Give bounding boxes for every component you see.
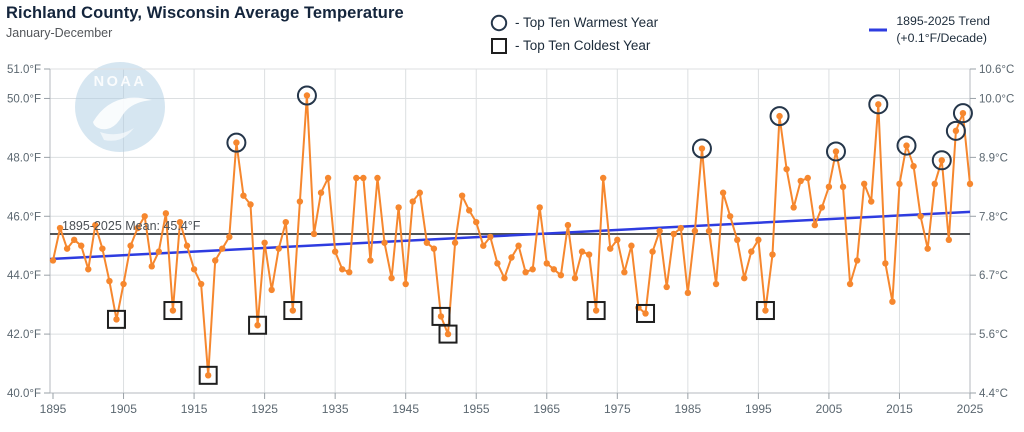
trend-legend: 1895-2025 Trend (+0.1°F/Decade) [868,13,990,47]
svg-text:46.0°F: 46.0°F [7,211,41,223]
warmest-year-marker [825,141,846,162]
warmest-year-marker [952,103,973,124]
legend-warmest-row: - Top Ten Warmest Year [489,11,658,34]
trend-line-icon [869,28,888,32]
svg-text:40.0°F: 40.0°F [7,388,41,400]
legend-coldest-row: - Top Ten Coldest Year [489,34,658,57]
mean-annotation: 1895-2025 Mean: 45.4°F [62,219,201,233]
svg-text:1965: 1965 [533,402,560,416]
coldest-square-icon [491,37,507,54]
noaa-logo-watermark: NOAA [75,62,165,152]
extreme-year-markers [106,85,973,385]
temperature-series [49,92,974,379]
svg-text:42.0°F: 42.0°F [7,329,41,341]
svg-text:5.6°C: 5.6°C [979,329,1008,341]
svg-text:1935: 1935 [322,402,349,416]
warmest-year-marker [945,120,966,141]
legend-coldest-label: - Top Ten Coldest Year [515,38,651,53]
svg-text:1905: 1905 [110,402,137,416]
svg-text:4.4°C: 4.4°C [979,388,1008,400]
warmest-year-marker [691,138,712,159]
svg-text:1975: 1975 [604,402,631,416]
warmest-year-marker [769,106,790,127]
svg-text:1955: 1955 [463,402,490,416]
warmest-year-marker [896,135,917,156]
svg-text:10.0°C: 10.0°C [979,93,1014,105]
coldest-year-marker [755,301,775,321]
axis-tick-labels: 51.0°F 10.6°C 50.0°F 10.0°C 48.0°F 8.9°C 46.0°… [7,64,1014,416]
svg-text:6.7°C: 6.7°C [979,270,1008,282]
svg-text:NOAA: NOAA [94,74,147,90]
warmest-year-marker [226,132,247,153]
svg-text:2015: 2015 [886,402,913,416]
svg-text:48.0°F: 48.0°F [7,152,41,164]
coldest-year-marker [106,309,126,329]
svg-text:2005: 2005 [816,402,843,416]
warmest-year-marker [296,85,317,106]
coldest-year-marker [283,301,303,321]
coldest-year-marker [248,315,268,335]
trend-label-line1: 1895-2025 Trend [896,14,990,28]
warmest-year-marker [931,150,952,171]
svg-text:1915: 1915 [181,402,208,416]
coldest-year-marker [163,301,183,321]
svg-text:7.8°C: 7.8°C [979,211,1008,223]
warmest-circle-icon [490,14,508,31]
svg-text:44.0°F: 44.0°F [7,270,41,282]
svg-text:1995: 1995 [745,402,772,416]
page-title: Richland County, Wisconsin Average Tempe… [6,4,404,22]
svg-text:8.9°C: 8.9°C [979,152,1008,164]
coldest-year-marker [198,365,218,385]
coldest-year-marker [636,303,656,323]
svg-text:1925: 1925 [251,402,278,416]
svg-text:1945: 1945 [392,402,419,416]
trend-label-line2: (+0.1°F/Decade) [896,31,988,45]
page-subtitle: January-December [6,26,113,40]
axis-frame [44,68,976,399]
svg-text:10.6°C: 10.6°C [979,64,1014,76]
svg-text:1985: 1985 [674,402,701,416]
coldest-year-marker [438,324,458,344]
legend-warmest-label: - Top Ten Warmest Year [515,15,659,30]
warmest-year-marker [868,94,889,115]
marker-legend: - Top Ten Warmest Year - Top Ten Coldest… [489,11,658,57]
svg-text:1895: 1895 [40,402,67,416]
svg-text:2025: 2025 [957,402,984,416]
svg-text:50.0°F: 50.0°F [7,93,41,105]
svg-text:51.0°F: 51.0°F [7,64,41,76]
coldest-year-marker [586,301,606,321]
